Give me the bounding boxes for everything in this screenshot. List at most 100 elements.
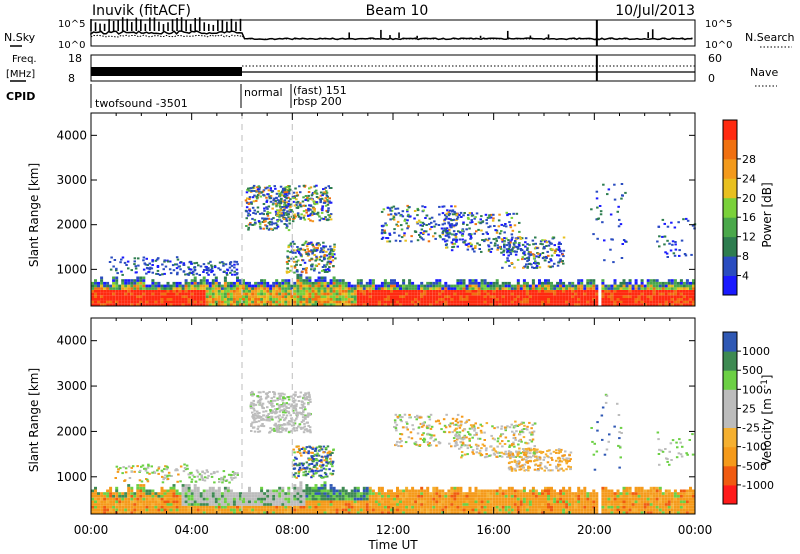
data-cell	[661, 284, 665, 288]
data-cell	[429, 284, 433, 288]
data-cell	[468, 494, 472, 498]
data-cell	[480, 508, 484, 512]
data-cell	[334, 257, 337, 260]
data-cell	[610, 300, 614, 304]
data-cell	[127, 508, 131, 512]
data-cell	[208, 284, 212, 288]
data-cell	[278, 193, 282, 196]
data-cell	[462, 508, 466, 512]
data-cell	[477, 492, 481, 495]
data-cell	[320, 508, 324, 512]
data-cell	[595, 287, 599, 290]
data-cell	[489, 250, 493, 253]
data-cell	[393, 281, 396, 285]
data-cell	[450, 241, 454, 244]
data-cell	[245, 303, 248, 306]
data-cell	[510, 489, 514, 493]
data-cell	[450, 223, 454, 226]
data-cell	[543, 239, 547, 242]
data-cell	[299, 254, 303, 257]
data-cell	[127, 505, 131, 509]
data-cell	[100, 511, 104, 514]
data-cell	[305, 287, 309, 290]
data-cell	[518, 242, 521, 244]
data-cell	[130, 289, 134, 293]
data-cell	[347, 497, 351, 501]
data-cell	[278, 295, 282, 298]
data-cell	[308, 300, 312, 304]
data-cell	[223, 295, 227, 298]
data-cell	[331, 252, 334, 255]
data-cell	[211, 494, 215, 498]
data-cell	[599, 210, 603, 213]
data-cell	[224, 263, 228, 266]
data-cell	[193, 298, 197, 301]
data-cell	[251, 492, 255, 495]
data-cell	[350, 295, 354, 298]
data-cell	[247, 189, 251, 192]
data-cell	[160, 511, 164, 514]
data-cell	[178, 298, 182, 301]
data-cell	[242, 503, 245, 506]
data-cell	[94, 486, 97, 490]
data-cell	[245, 292, 248, 296]
data-cell	[692, 281, 695, 285]
data-cell	[142, 292, 146, 296]
nsky-tick-top: 10^5	[58, 19, 85, 30]
data-cell	[441, 505, 445, 509]
data-cell	[202, 263, 206, 266]
data-cell	[676, 303, 680, 306]
data-cell	[417, 511, 421, 514]
data-cell	[172, 505, 176, 509]
data-cell	[283, 214, 286, 217]
data-cell	[335, 508, 339, 512]
data-cell	[257, 505, 261, 509]
data-cell	[678, 254, 681, 257]
data-cell	[468, 489, 472, 493]
data-cell	[344, 298, 348, 301]
data-cell	[338, 494, 342, 498]
data-cell	[157, 494, 161, 498]
data-cell	[682, 284, 686, 288]
data-cell	[311, 287, 315, 290]
data-cell	[362, 505, 366, 509]
data-cell	[601, 295, 605, 298]
data-cell	[289, 198, 292, 201]
data-cell	[474, 279, 478, 282]
data-cell	[154, 492, 158, 495]
data-cell	[332, 489, 336, 493]
data-cell	[486, 492, 490, 495]
data-cell	[272, 222, 275, 225]
data-cell	[232, 284, 236, 288]
data-cell	[182, 270, 186, 273]
data-cell	[226, 511, 230, 514]
data-cell	[299, 279, 303, 282]
data-cell	[112, 497, 116, 501]
data-cell	[387, 289, 390, 293]
data-cell	[267, 221, 271, 224]
data-cell	[232, 508, 236, 512]
data-cell	[568, 289, 572, 293]
data-cell	[190, 300, 194, 304]
data-cell	[468, 233, 471, 235]
data-cell	[471, 492, 475, 495]
data-cell	[625, 287, 629, 290]
data-cell	[329, 218, 333, 221]
data-cell	[426, 503, 430, 506]
data-cell	[435, 489, 439, 493]
data-cell	[269, 511, 273, 514]
data-cell	[100, 281, 104, 285]
freq-band	[91, 67, 242, 76]
data-cell	[284, 289, 288, 293]
data-cell	[293, 204, 297, 207]
data-cell	[423, 503, 427, 506]
data-cell	[535, 266, 539, 269]
data-cell	[285, 186, 289, 188]
data-cell	[414, 287, 418, 290]
data-cell	[196, 303, 200, 306]
data-cell	[538, 505, 541, 509]
data-cell	[112, 284, 116, 288]
data-cell	[531, 505, 535, 509]
data-cell	[239, 497, 242, 501]
